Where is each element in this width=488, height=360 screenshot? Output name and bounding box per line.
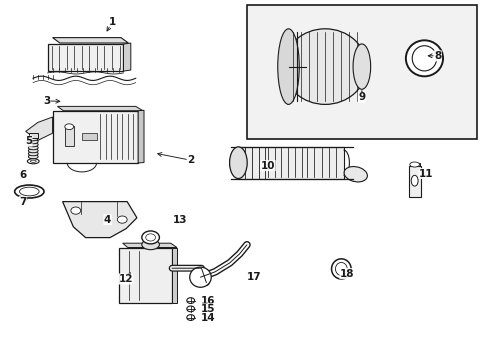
Text: 18: 18: [339, 269, 354, 279]
Text: 10: 10: [260, 161, 275, 171]
Ellipse shape: [409, 162, 419, 167]
Polygon shape: [47, 44, 123, 71]
Text: 16: 16: [201, 296, 215, 306]
Ellipse shape: [28, 148, 38, 153]
Ellipse shape: [65, 124, 73, 130]
Text: 7: 7: [19, 197, 27, 207]
Polygon shape: [52, 37, 128, 43]
Ellipse shape: [331, 259, 350, 279]
Ellipse shape: [142, 240, 159, 250]
Ellipse shape: [189, 267, 211, 287]
Text: 17: 17: [246, 272, 261, 282]
Bar: [246, 5, 476, 139]
Ellipse shape: [335, 262, 346, 275]
Text: 13: 13: [172, 215, 187, 225]
Text: 1: 1: [109, 17, 116, 27]
Ellipse shape: [28, 152, 38, 156]
Bar: [408, 166, 420, 197]
Ellipse shape: [142, 231, 159, 244]
Ellipse shape: [15, 185, 44, 198]
Ellipse shape: [229, 147, 246, 179]
Bar: [409, 163, 419, 166]
Polygon shape: [172, 248, 177, 303]
Polygon shape: [26, 117, 53, 140]
Polygon shape: [123, 43, 131, 71]
Polygon shape: [82, 133, 96, 140]
Bar: [64, 126, 73, 146]
Ellipse shape: [186, 298, 194, 303]
Text: 2: 2: [187, 155, 194, 165]
Ellipse shape: [145, 234, 155, 241]
Polygon shape: [58, 107, 142, 111]
Polygon shape: [122, 243, 177, 248]
Text: 14: 14: [201, 312, 215, 323]
Text: 5: 5: [25, 136, 32, 146]
Ellipse shape: [277, 29, 299, 104]
Ellipse shape: [186, 306, 194, 312]
Ellipse shape: [28, 143, 38, 147]
Ellipse shape: [27, 159, 39, 164]
Ellipse shape: [28, 154, 38, 159]
Polygon shape: [53, 111, 138, 163]
Ellipse shape: [411, 46, 436, 71]
Polygon shape: [62, 202, 137, 238]
Ellipse shape: [186, 315, 194, 320]
Ellipse shape: [117, 216, 127, 223]
Ellipse shape: [28, 145, 38, 150]
Polygon shape: [238, 147, 343, 179]
Ellipse shape: [405, 40, 442, 76]
Ellipse shape: [352, 44, 370, 89]
Ellipse shape: [71, 207, 81, 214]
Text: 4: 4: [103, 215, 111, 225]
Ellipse shape: [410, 175, 417, 186]
Text: 12: 12: [118, 274, 133, 284]
Text: 15: 15: [201, 304, 215, 314]
Ellipse shape: [20, 187, 39, 196]
Polygon shape: [138, 110, 143, 163]
Ellipse shape: [283, 29, 366, 104]
Bar: [29, 133, 38, 138]
Text: 9: 9: [358, 92, 365, 102]
Text: 6: 6: [20, 170, 26, 180]
Ellipse shape: [344, 167, 366, 182]
Ellipse shape: [30, 160, 36, 162]
Ellipse shape: [28, 139, 38, 144]
Ellipse shape: [28, 136, 38, 141]
Text: 3: 3: [43, 96, 50, 106]
Polygon shape: [119, 248, 172, 303]
Text: 11: 11: [418, 168, 433, 179]
Text: 8: 8: [433, 51, 440, 61]
